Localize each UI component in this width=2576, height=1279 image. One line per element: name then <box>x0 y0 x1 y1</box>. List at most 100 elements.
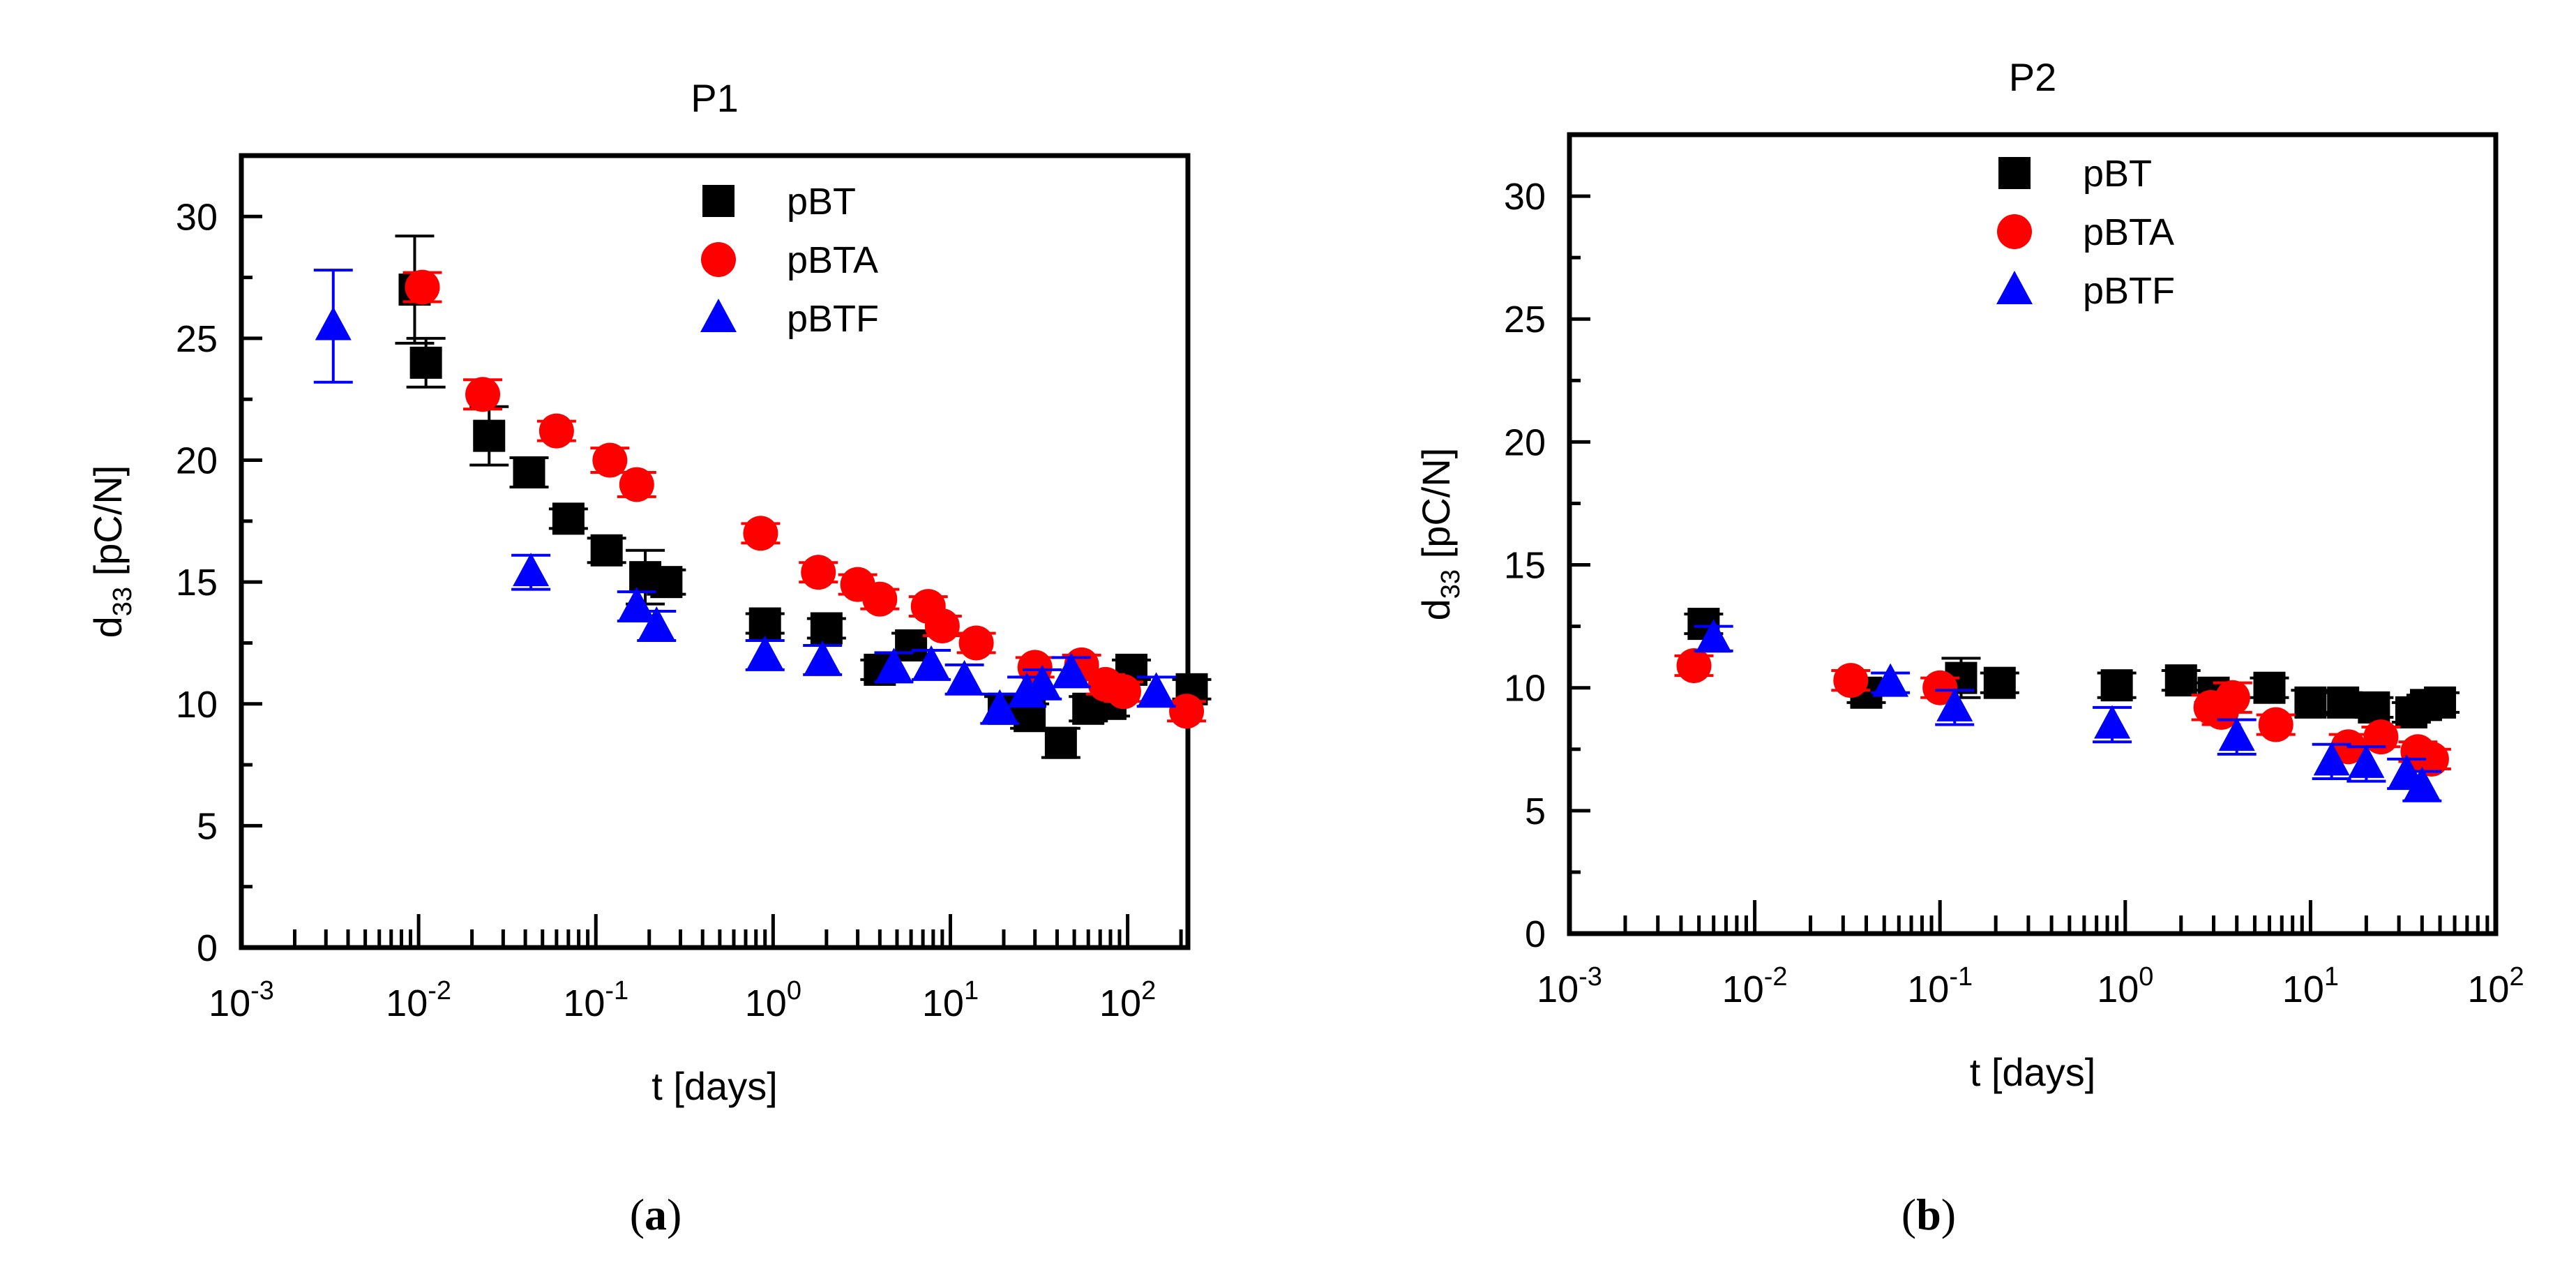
y-tick-label: 15 <box>1504 545 1546 587</box>
data-point-pBTF <box>513 553 550 587</box>
x-tick-exponent: -1 <box>1949 962 1973 992</box>
data-point-pBTA <box>465 377 501 412</box>
data-point-pBTA <box>1169 694 1205 729</box>
y-tick-label: 5 <box>1525 791 1546 832</box>
x-tick-exponent: -3 <box>1579 962 1602 992</box>
data-point-pBTF <box>638 606 675 641</box>
data-point-pBTA <box>1106 674 1141 710</box>
y-label-unit: [pC/N] <box>1414 448 1458 569</box>
y-axis: 0 5 10 15 20 25 30 <box>176 196 262 969</box>
data-point-pBTA <box>2215 680 2250 715</box>
data-point-pBTA <box>743 516 778 551</box>
data-point-pBTF <box>1936 687 1973 721</box>
panel-caption-suffix: ) <box>1941 1190 1956 1239</box>
legend-label: pBTA <box>787 239 878 281</box>
data-point-pBTF <box>1872 663 1909 697</box>
plot-frame <box>239 153 1191 950</box>
x-tick-label: 10-2 <box>386 976 451 1024</box>
chart-title: P1 <box>691 76 739 120</box>
legend-label: pBTF <box>2083 270 2175 312</box>
series-pBTA <box>1674 648 2451 777</box>
x-tick-base: 10 <box>1537 968 1579 1010</box>
x-tick-base: 10 <box>386 982 428 1024</box>
data-point-pBTF <box>2404 766 2441 800</box>
data-point-pBTF <box>913 645 950 679</box>
y-tick-label: 30 <box>1504 176 1546 218</box>
legend-marker-pBT <box>1998 157 2031 189</box>
x-tick-label: 10-1 <box>563 976 628 1024</box>
x-tick-exponent: 1 <box>2324 962 2339 992</box>
x-tick-label: 101 <box>2282 962 2339 1010</box>
x-tick-label: 101 <box>922 976 979 1024</box>
legend-marker-pBTA <box>701 242 736 277</box>
data-point-pBT <box>1044 726 1077 759</box>
x-tick-exponent: -2 <box>1764 962 1788 992</box>
data-point-pBTF <box>315 306 352 341</box>
data-point-pBTA <box>801 555 836 590</box>
series-pBT <box>1684 608 2460 728</box>
data-point-pBTA <box>592 442 628 478</box>
y-tick-label: 20 <box>1504 421 1546 463</box>
x-tick-label: 100 <box>2097 962 2153 1010</box>
data-point-pBT <box>473 419 506 452</box>
x-tick-exponent: -2 <box>428 976 451 1005</box>
data-point-pBT <box>810 612 843 645</box>
data-point-pBT <box>2327 686 2360 719</box>
series-pBTF <box>313 269 1176 725</box>
data-point-pBT <box>2424 686 2457 719</box>
x-tick-base: 10 <box>2467 968 2509 1010</box>
x-tick-base: 10 <box>2097 968 2139 1010</box>
data-point-pBT <box>552 502 585 535</box>
x-tick-base: 10 <box>1907 968 1949 1010</box>
data-point-pBTA <box>924 608 960 644</box>
data-point-pBTA <box>2413 741 2449 777</box>
data-point-pBTA <box>1922 670 1958 705</box>
data-point-pBTF <box>746 635 783 669</box>
legend-label: pBT <box>787 181 856 223</box>
data-point-pBT <box>650 566 683 599</box>
data-point-pBTF <box>2348 744 2385 778</box>
legend-label: pBTF <box>787 298 879 340</box>
panel-caption: (b) <box>1901 1190 1956 1239</box>
y-tick-label: 5 <box>197 805 218 847</box>
y-label-main: d <box>1414 599 1458 620</box>
data-point-pBTF <box>804 640 841 674</box>
data-point-pBTA <box>1676 648 1712 683</box>
data-point-pBTF <box>1695 619 1732 653</box>
y-label-subscript: 33 <box>108 587 137 616</box>
data-point-pBT <box>2100 669 2133 702</box>
y-tick-label: 0 <box>197 927 218 969</box>
chart-title: P2 <box>2009 55 2057 99</box>
data-point-pBT <box>2358 691 2390 724</box>
legend: pBT pBTA pBTF <box>700 181 879 340</box>
x-tick-exponent: -3 <box>250 976 274 1005</box>
x-tick-base: 10 <box>563 982 605 1024</box>
x-tick-label: 10-3 <box>1537 962 1602 1010</box>
data-point-pBT <box>2253 671 2286 704</box>
y-axis: 0 5 10 15 20 25 30 <box>1504 176 1590 955</box>
panel-caption-letter: b <box>1916 1190 1941 1239</box>
x-tick-label: 102 <box>2467 962 2524 1010</box>
data-point-pBTF <box>2218 717 2255 751</box>
data-point-pBT <box>2164 664 2197 697</box>
data-point-pBT <box>513 456 545 488</box>
x-axis: 10-3 10-2 10-1 100 101 102 <box>1537 900 2524 1010</box>
data-point-pBTA <box>958 625 994 661</box>
data-point-pBT <box>748 607 781 640</box>
legend-marker-pBTA <box>1997 214 2032 249</box>
y-tick-label: 10 <box>176 684 218 726</box>
data-point-pBT <box>590 534 623 567</box>
data-point-pBT <box>1983 666 2016 699</box>
x-tick-base: 10 <box>745 982 787 1024</box>
data-point-pBT <box>2294 686 2327 719</box>
x-tick-label: 10-3 <box>209 976 274 1024</box>
data-point-pBTA <box>619 467 654 502</box>
y-tick-label: 25 <box>176 318 218 360</box>
x-tick-base: 10 <box>1099 982 1141 1024</box>
panel-caption-letter: a <box>645 1190 667 1239</box>
y-tick-label: 20 <box>176 440 218 482</box>
y-tick-label: 15 <box>176 562 218 604</box>
y-label-main: d <box>86 616 130 638</box>
x-tick-base: 10 <box>209 982 250 1024</box>
